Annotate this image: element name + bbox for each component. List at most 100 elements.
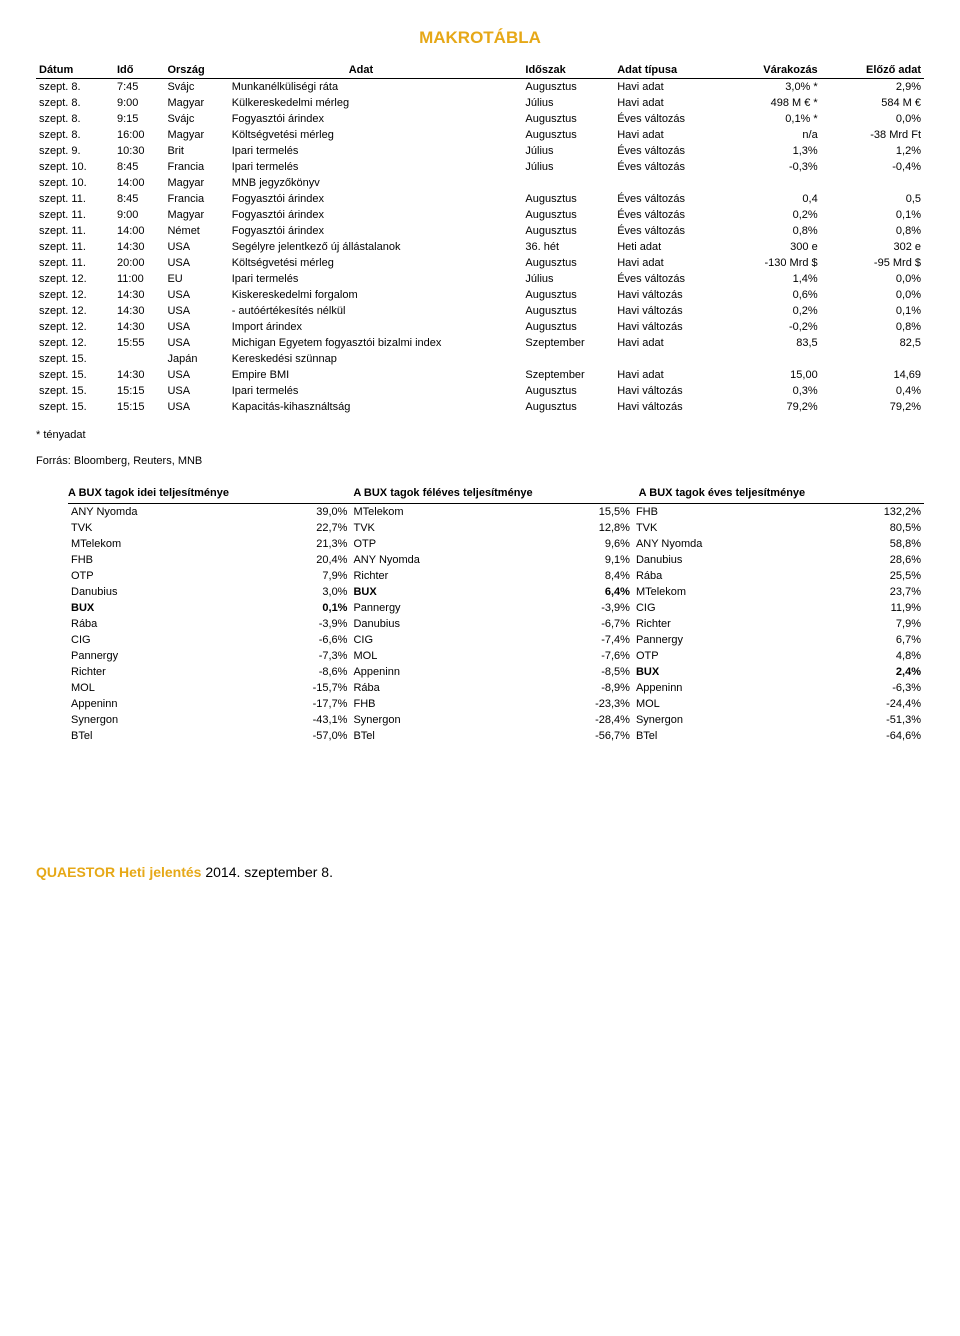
- table-cell: Július: [522, 159, 614, 175]
- table-cell: Munkanélküliségi ráta: [229, 79, 523, 96]
- table-cell: Augusztus: [522, 399, 614, 415]
- table-cell: Július: [522, 143, 614, 159]
- table-cell: Éves változás: [614, 207, 717, 223]
- table-row: szept. 11.20:00USAKöltségvetési mérlegAu…: [36, 255, 924, 271]
- perf-name: Richter: [350, 568, 487, 584]
- column-header: Várakozás: [717, 62, 820, 79]
- perf-value: 39,0%: [205, 504, 351, 521]
- table-cell: szept. 15.: [36, 351, 114, 367]
- table-cell: Szeptember: [522, 367, 614, 383]
- table-cell: Havi változás: [614, 319, 717, 335]
- table-cell: -95 Mrd $: [821, 255, 924, 271]
- perf-value: 28,6%: [770, 552, 924, 568]
- table-cell: Éves változás: [614, 191, 717, 207]
- perf-name: TVK: [633, 520, 770, 536]
- perf-value: 6,7%: [770, 632, 924, 648]
- table-cell: Augusztus: [522, 111, 614, 127]
- table-cell: 0,8%: [821, 319, 924, 335]
- table-cell: 15,00: [717, 367, 820, 383]
- table-cell: 0,0%: [821, 111, 924, 127]
- table-row: szept. 15.14:30USAEmpire BMISzeptemberHa…: [36, 367, 924, 383]
- perf-name: CIG: [68, 632, 205, 648]
- perf-value: 6,4%: [487, 584, 633, 600]
- perf-name: CIG: [633, 600, 770, 616]
- perf-name: Appeninn: [68, 696, 205, 712]
- table-row: szept. 11.8:45FranciaFogyasztói árindexA…: [36, 191, 924, 207]
- table-row: szept. 8.9:00MagyarKülkereskedelmi mérle…: [36, 95, 924, 111]
- table-cell: Ipari termelés: [229, 383, 523, 399]
- perf-value: -57,0%: [205, 728, 351, 744]
- table-cell: Francia: [164, 191, 228, 207]
- table-cell: Augusztus: [522, 287, 614, 303]
- perf-value: -8,9%: [487, 680, 633, 696]
- perf-name: MTelekom: [633, 584, 770, 600]
- table-cell: 0,3%: [717, 383, 820, 399]
- table-row: Richter-8,6%Appeninn-8,5%BUX2,4%: [68, 664, 924, 680]
- table-cell: 79,2%: [717, 399, 820, 415]
- table-cell: [717, 175, 820, 191]
- table-cell: szept. 11.: [36, 223, 114, 239]
- table-cell: Havi adat: [614, 255, 717, 271]
- table-cell: 82,5: [821, 335, 924, 351]
- table-cell: EU: [164, 271, 228, 287]
- table-cell: [114, 351, 164, 367]
- table-cell: 11:00: [114, 271, 164, 287]
- perf-name: MTelekom: [68, 536, 205, 552]
- perf-value: 2,4%: [770, 664, 924, 680]
- table-cell: 300 e: [717, 239, 820, 255]
- table-cell: Segélyre jelentkező új állástalanok: [229, 239, 523, 255]
- perf-value: -6,6%: [205, 632, 351, 648]
- perf-name: CIG: [350, 632, 487, 648]
- table-cell: 1,3%: [717, 143, 820, 159]
- table-cell: 14:00: [114, 223, 164, 239]
- table-cell: szept. 11.: [36, 191, 114, 207]
- table-cell: szept. 15.: [36, 399, 114, 415]
- perf-name: OTP: [633, 648, 770, 664]
- perf-name: Synergon: [68, 712, 205, 728]
- perf-value: -8,6%: [205, 664, 351, 680]
- table-cell: Import árindex: [229, 319, 523, 335]
- perf-name: ANY Nyomda: [633, 536, 770, 552]
- table-cell: 0,8%: [717, 223, 820, 239]
- table-row: MOL-15,7%Rába-8,9%Appeninn-6,3%: [68, 680, 924, 696]
- table-cell: USA: [164, 367, 228, 383]
- table-cell: szept. 9.: [36, 143, 114, 159]
- perf-name: FHB: [350, 696, 487, 712]
- perf-value: 8,4%: [487, 568, 633, 584]
- perf-value: -6,3%: [770, 680, 924, 696]
- perf-value: 22,7%: [205, 520, 351, 536]
- table-cell: 14:00: [114, 175, 164, 191]
- column-header: Idő: [114, 62, 164, 79]
- table-cell: Augusztus: [522, 79, 614, 96]
- table-cell: Michigan Egyetem fogyasztói bizalmi inde…: [229, 335, 523, 351]
- perf-value: -15,7%: [205, 680, 351, 696]
- table-cell: szept. 12.: [36, 335, 114, 351]
- table-cell: 9:15: [114, 111, 164, 127]
- table-cell: -0,2%: [717, 319, 820, 335]
- table-cell: USA: [164, 335, 228, 351]
- table-row: szept. 12.14:30USA - autóértékesítés nél…: [36, 303, 924, 319]
- perf-name: BTel: [633, 728, 770, 744]
- table-cell: 14:30: [114, 287, 164, 303]
- table-cell: 0,1%: [821, 207, 924, 223]
- table-row: szept. 15.JapánKereskedési szünnap: [36, 351, 924, 367]
- perf-value: -51,3%: [770, 712, 924, 728]
- table-cell: USA: [164, 303, 228, 319]
- perf-header: A BUX tagok éves teljesítménye: [639, 487, 924, 501]
- table-cell: Augusztus: [522, 319, 614, 335]
- perf-name: FHB: [68, 552, 205, 568]
- column-header: Adat: [229, 62, 523, 79]
- column-header: Előző adat: [821, 62, 924, 79]
- table-cell: 8:45: [114, 191, 164, 207]
- table-cell: 0,5: [821, 191, 924, 207]
- table-row: szept. 12.14:30USAImport árindexAugusztu…: [36, 319, 924, 335]
- table-cell: 14:30: [114, 319, 164, 335]
- table-cell: szept. 12.: [36, 287, 114, 303]
- perf-value: 15,5%: [487, 504, 633, 521]
- table-cell: Japán: [164, 351, 228, 367]
- perf-name: Appeninn: [350, 664, 487, 680]
- table-cell: [522, 175, 614, 191]
- table-cell: Augusztus: [522, 191, 614, 207]
- perf-value: 80,5%: [770, 520, 924, 536]
- table-row: Pannergy-7,3%MOL-7,6%OTP4,8%: [68, 648, 924, 664]
